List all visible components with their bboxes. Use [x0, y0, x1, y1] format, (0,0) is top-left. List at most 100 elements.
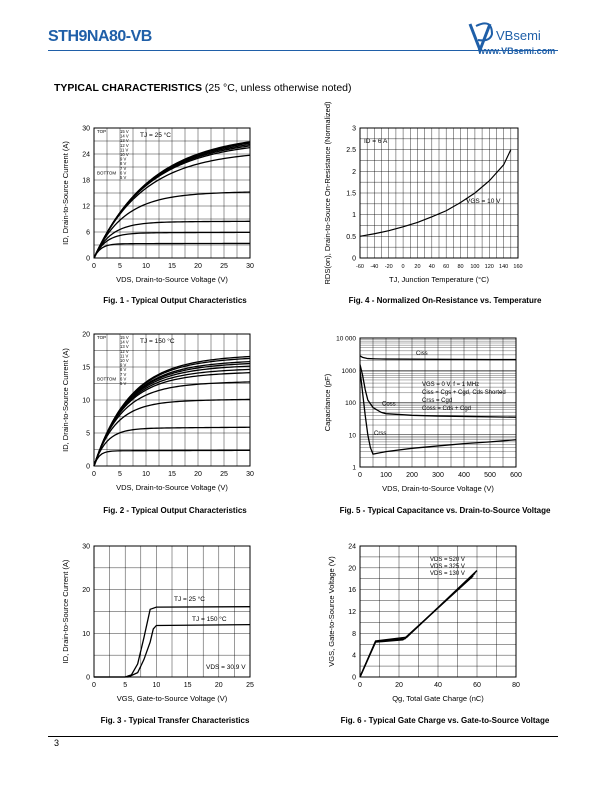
y-axis-label: ID, Drain-to-Source Current (A) — [61, 348, 70, 452]
y-tick-label: 1 — [352, 465, 356, 472]
label-coss: Coss — [382, 402, 396, 408]
x-tick-label: 5 — [118, 471, 122, 478]
legend-line: VDS = 130 V — [430, 571, 465, 577]
x-tick-label: 30 — [246, 471, 254, 478]
legend-entry: 7 V — [120, 166, 126, 171]
y-tick-label: 20 — [82, 587, 90, 594]
curve-ciss — [359, 355, 517, 361]
chart-fig2: 0 5 10 15 20 25 30 0 5 10 15 20 VDS, Drain-to-Source… — [61, 332, 254, 493]
curve-vds-2 — [359, 575, 474, 678]
plot-frame — [359, 545, 517, 678]
y-tick-label: 15 — [82, 365, 90, 372]
legend-entry: 12 V — [120, 143, 129, 148]
plot-frame — [93, 545, 251, 678]
part-number: STH9NA80-VB — [48, 28, 152, 45]
x-tick-label: 10 — [142, 263, 150, 270]
legend-entry: 6 V — [120, 376, 126, 381]
x-tick-label: 15 — [184, 682, 192, 689]
curve-vds-1 — [359, 572, 476, 678]
legend-entry: 15 V — [120, 335, 129, 340]
plot-frame — [93, 127, 251, 259]
curve-9v — [93, 372, 251, 467]
x-tick-label: 0 — [92, 682, 96, 689]
x-axis-label: VDS, Drain-to-Source Voltage (V) — [116, 275, 228, 284]
y-tick-label: 1000 — [342, 368, 357, 375]
y-tick-label: 100 — [345, 400, 356, 407]
annotation-tj: TJ = 150 °C — [140, 337, 175, 345]
page-number: 3 — [54, 738, 60, 748]
curve-rdson — [359, 149, 512, 237]
legend-entry: 12 V — [120, 349, 129, 354]
y-tick-label: 30 — [82, 544, 90, 551]
legend-line: VDS = 520 V — [430, 557, 465, 563]
y-tick-label: 12 — [82, 204, 90, 211]
x-tick-label: 20 — [395, 682, 403, 689]
x-axis-label: TJ, Junction Temperature (°C) — [389, 275, 489, 284]
y-tick-label: 24 — [82, 152, 90, 159]
x-tick-label: 5 — [118, 263, 122, 270]
y-tick-label: 6 — [86, 230, 90, 237]
chart-fig1: 0 5 10 15 20 25 30 0 6 12 18 24 30 VDS, Drain-to-Sour… — [61, 126, 254, 285]
x-tick-label: 0 — [358, 472, 362, 479]
x-tick-label: 300 — [432, 472, 444, 479]
legend-entry: 15 V — [120, 129, 129, 134]
y-tick-label: 1 — [352, 212, 356, 219]
x-tick-label: 0 — [92, 471, 96, 478]
legend-line: Coss = Cds + Cgd — [422, 406, 471, 412]
chart-fig6: 0 20 40 60 80 0 4 8 12 16 20 24 Qg, Total Gate Charg… — [327, 544, 520, 704]
curve-8v — [93, 381, 251, 467]
website-link[interactable]: www.VBsemi.com — [478, 46, 556, 56]
y-tick-label: 12 — [348, 609, 356, 616]
y-tick-label: 0 — [86, 464, 90, 471]
y-tick-label: 20 — [348, 565, 356, 572]
y-tick-label: 0 — [86, 675, 90, 682]
legend-entry: 11 V — [120, 353, 129, 358]
y-tick-label: 10 000 — [336, 336, 356, 343]
x-axis-label: Qg, Total Gate Charge (nC) — [392, 694, 484, 703]
x-tick-label: 500 — [484, 472, 496, 479]
annotation-vds: VDS = 30.9 V — [206, 664, 246, 671]
vbsemi-logo: VBsemi — [468, 22, 541, 55]
legend-top-label: TOP — [97, 129, 106, 134]
x-tick-label: -60 — [356, 264, 364, 270]
annotation-id: ID = 6 A — [364, 138, 388, 145]
annotation-vgs: VGS = 10 V — [466, 198, 501, 205]
legend-line: Ciss = Cgs + Cgd, Cds Shorted — [422, 390, 506, 396]
x-tick-label: 0 — [92, 263, 96, 270]
curve-5v — [93, 242, 251, 259]
y-tick-label: 10 — [82, 631, 90, 638]
caption-fig1: Fig. 1 - Typical Output Characteristics — [103, 296, 247, 305]
y-tick-label: 4 — [352, 653, 356, 660]
y-tick-label: 20 — [82, 332, 90, 339]
y-axis-label: ID, Drain-to-Source Current (A) — [61, 559, 70, 663]
legend-bottom-label: BOTTOM — [97, 376, 116, 381]
chart-fig4: -60 -40 -20 0 20 40 60 80 100 120 140 160 0 0.5 1 1.5 2 2… — [323, 101, 523, 284]
x-tick-label: 120 — [485, 264, 494, 270]
y-tick-label: 5 — [86, 431, 90, 438]
x-axis-label: VGS, Gate-to-Source Voltage (V) — [117, 694, 228, 703]
legend-bottom-label: BOTTOM — [97, 170, 116, 175]
x-tick-label: 20 — [215, 682, 223, 689]
annotation-tj: TJ = 25 °C — [140, 131, 171, 139]
x-tick-label: 100 — [380, 472, 392, 479]
x-tick-label: 0 — [402, 264, 405, 270]
caption-fig6: Fig. 6 - Typical Gate Charge vs. Gate-to… — [340, 716, 550, 725]
y-tick-label: 2.5 — [346, 147, 356, 154]
caption-fig2: Fig. 2 - Typical Output Characteristics — [103, 506, 247, 515]
legend-entry: 7 V — [120, 372, 126, 377]
label-crss: Crss — [374, 431, 386, 437]
x-tick-label: 100 — [470, 264, 479, 270]
section-title: TYPICAL CHARACTERISTICS (25 °C, unless o… — [54, 82, 352, 94]
x-tick-label: 160 — [513, 264, 522, 270]
legend-line: Crss = Cgd — [422, 398, 452, 404]
x-tick-label: 60 — [473, 682, 481, 689]
curve-tj150 — [94, 623, 251, 678]
plot-frame — [359, 337, 517, 468]
curve-8v — [93, 191, 251, 259]
x-tick-label: 20 — [194, 263, 202, 270]
legend-entry: 13 V — [120, 344, 129, 349]
legend-entry: 8 V — [120, 161, 126, 166]
curve-9v — [93, 154, 251, 259]
x-tick-label: 20 — [414, 264, 420, 270]
annotation-tj150: TJ = 150 °C — [192, 615, 227, 623]
